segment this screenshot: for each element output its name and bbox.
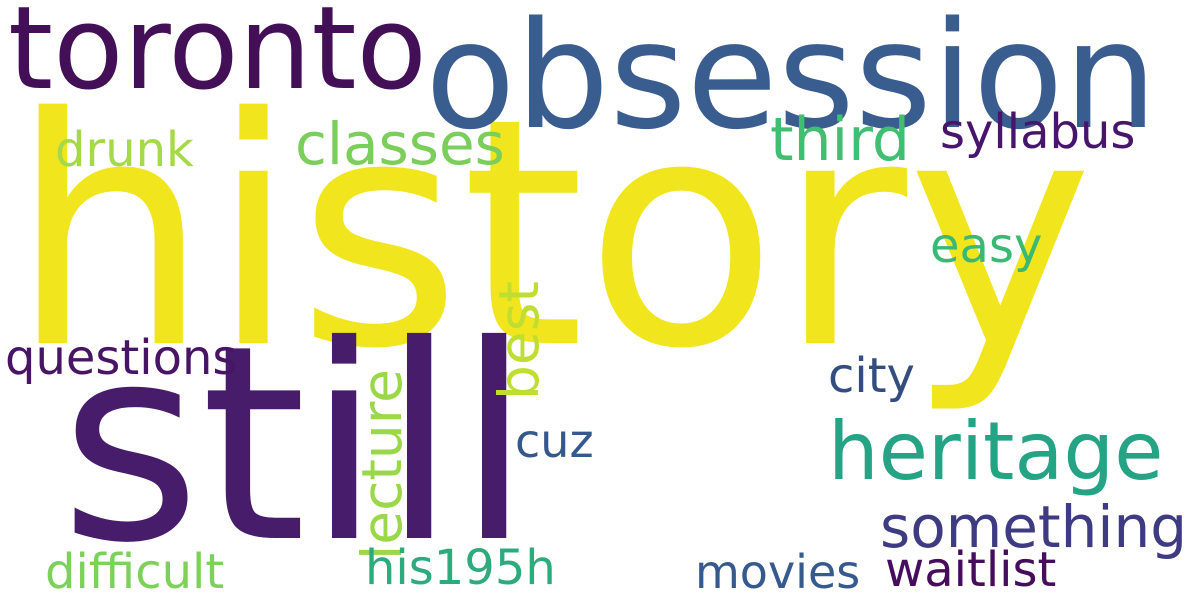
word-city: city [828, 348, 915, 404]
word-heritage: heritage [828, 405, 1164, 498]
word-third: third [770, 105, 910, 175]
word-still: still [60, 287, 532, 600]
word-drunk: drunk [55, 122, 194, 178]
word-toronto: toronto [8, 0, 427, 116]
word-syllabus: syllabus [940, 104, 1136, 160]
word-difficult: difficult [45, 544, 225, 600]
word-something: something [880, 493, 1188, 561]
word-obsession: obsession [425, 0, 1158, 162]
word-movies: movies [695, 545, 861, 599]
word-easy: easy [930, 218, 1043, 274]
word-best: best [487, 281, 551, 400]
word-questions: questions [5, 330, 238, 386]
word-cuz: cuz [515, 414, 594, 468]
word-his195h: his195h [365, 540, 556, 596]
word-classes: classes [295, 110, 505, 178]
word-history: history [10, 52, 1094, 418]
word-waitlist: waitlist [885, 542, 1057, 598]
word-lecture: lecture [350, 368, 414, 560]
